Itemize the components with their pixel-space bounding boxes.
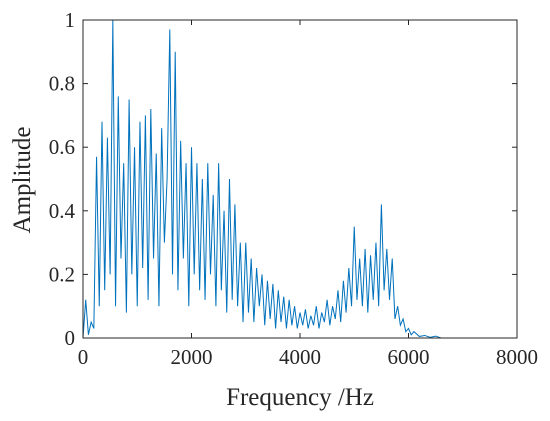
x-tick-label: 6000 bbox=[388, 345, 430, 369]
x-tick-label: 2000 bbox=[171, 345, 213, 369]
y-tick-label: 1 bbox=[65, 8, 76, 32]
x-axis-label: Frequency /Hz bbox=[226, 384, 374, 411]
x-tick-label: 8000 bbox=[496, 345, 538, 369]
data-line bbox=[82, 19, 517, 339]
axes-box bbox=[82, 19, 518, 339]
y-tick-label: 0.6 bbox=[49, 135, 75, 159]
x-tick-label: 4000 bbox=[279, 345, 321, 369]
y-tick-label: 0 bbox=[65, 326, 76, 350]
y-tick-label: 0.8 bbox=[49, 72, 75, 96]
y-tick-label: 0.4 bbox=[49, 199, 76, 223]
y-axis-label: Amplitude bbox=[9, 127, 36, 234]
x-tick-label: 0 bbox=[78, 345, 89, 369]
y-tick-label: 0.2 bbox=[49, 262, 75, 286]
